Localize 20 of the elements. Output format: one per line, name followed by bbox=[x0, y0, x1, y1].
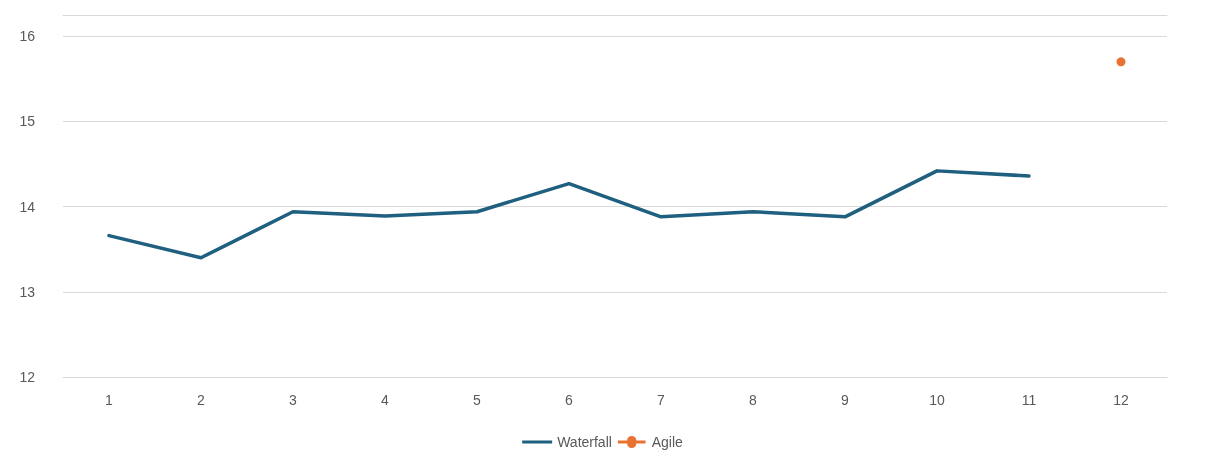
x-tick-label: 6 bbox=[565, 392, 574, 408]
x-tick-label: 2 bbox=[197, 392, 206, 408]
line-series bbox=[107, 169, 1031, 260]
x-tick-label: 11 bbox=[1021, 392, 1037, 408]
y-tick-label: 13 bbox=[19, 283, 36, 300]
x-tick-label: 5 bbox=[473, 392, 482, 408]
y-tick-label: 15 bbox=[19, 113, 36, 130]
x-tick-label: 10 bbox=[929, 392, 945, 408]
legend-label: Agile bbox=[651, 434, 684, 450]
x-tick-label: 12 bbox=[1113, 392, 1129, 408]
y-tick-label: 16 bbox=[19, 28, 36, 45]
y-tick-label: 14 bbox=[19, 198, 36, 215]
x-tick-label: 7 bbox=[657, 392, 666, 408]
x-tick-label: 1 bbox=[105, 392, 114, 408]
x-tick-label: 9 bbox=[841, 392, 850, 408]
x-tick-label: 4 bbox=[381, 392, 390, 408]
x-tick-label: 3 bbox=[289, 392, 298, 408]
legend-label: Waterfall bbox=[557, 434, 612, 450]
x-tick-label: 8 bbox=[749, 392, 758, 408]
y-tick-label: 12 bbox=[19, 369, 36, 385]
